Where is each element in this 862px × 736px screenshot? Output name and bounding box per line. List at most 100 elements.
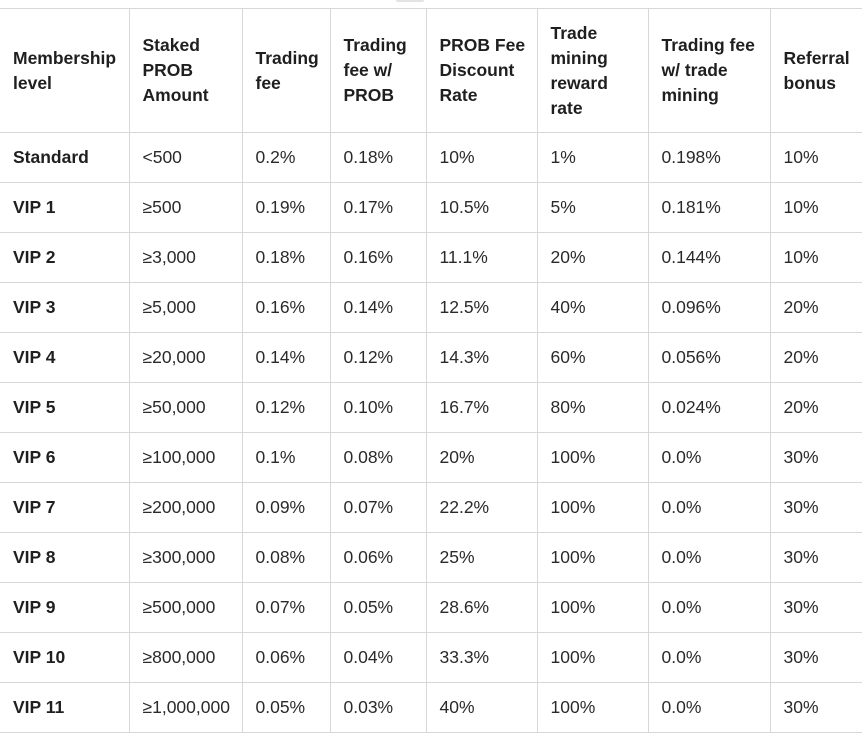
cell-membership-level: VIP 10 — [0, 632, 130, 683]
cell-trading-fee: 0.05% — [241, 682, 331, 733]
table-row: VIP 9 ≥500,000 0.07% 0.05% 28.6% 100% 0.0% 30% — [0, 582, 862, 633]
cell-trading-fee-with-trade-mining: 0.0% — [647, 582, 771, 633]
cell-referral-bonus: 10% — [769, 132, 862, 183]
cell-trading-fee-with-prob: 0.10% — [329, 382, 427, 433]
cell-prob-fee-discount-rate: 33.3% — [425, 632, 538, 683]
cell-membership-level: VIP 8 — [0, 532, 130, 583]
cell-prob-fee-discount-rate: 11.1% — [425, 232, 538, 283]
header-trade-mining-reward-rate: Trade mining reward rate — [536, 8, 649, 133]
cell-trading-fee-with-trade-mining: 0.0% — [647, 632, 771, 683]
top-edge-handle — [396, 0, 424, 2]
cell-trading-fee-with-trade-mining: 0.181% — [647, 182, 771, 233]
cell-trade-mining-reward-rate: 5% — [536, 182, 649, 233]
cell-referral-bonus: 30% — [769, 532, 862, 583]
cell-trading-fee-with-prob: 0.05% — [329, 582, 427, 633]
cell-trading-fee-with-trade-mining: 0.0% — [647, 432, 771, 483]
cell-prob-fee-discount-rate: 20% — [425, 432, 538, 483]
table-row: VIP 6 ≥100,000 0.1% 0.08% 20% 100% 0.0% 30% — [0, 432, 862, 483]
cell-trade-mining-reward-rate: 60% — [536, 332, 649, 383]
cell-referral-bonus: 20% — [769, 332, 862, 383]
cell-trading-fee-with-prob: 0.08% — [329, 432, 427, 483]
cell-staked-prob-amount: ≥300,000 — [128, 532, 243, 583]
cell-trade-mining-reward-rate: 100% — [536, 482, 649, 533]
cell-trading-fee: 0.06% — [241, 632, 331, 683]
cell-staked-prob-amount: ≥20,000 — [128, 332, 243, 383]
cell-trading-fee: 0.2% — [241, 132, 331, 183]
cell-trading-fee-with-prob: 0.06% — [329, 532, 427, 583]
table-row: VIP 4 ≥20,000 0.14% 0.12% 14.3% 60% 0.056% 20% — [0, 332, 862, 383]
table-row: VIP 10 ≥800,000 0.06% 0.04% 33.3% 100% 0.0% 30% — [0, 632, 862, 683]
cell-prob-fee-discount-rate: 12.5% — [425, 282, 538, 333]
cell-trading-fee-with-trade-mining: 0.056% — [647, 332, 771, 383]
cell-trade-mining-reward-rate: 100% — [536, 532, 649, 583]
cell-trading-fee: 0.09% — [241, 482, 331, 533]
cell-trading-fee-with-trade-mining: 0.0% — [647, 682, 771, 733]
cell-prob-fee-discount-rate: 14.3% — [425, 332, 538, 383]
cell-trade-mining-reward-rate: 80% — [536, 382, 649, 433]
cell-staked-prob-amount: ≥200,000 — [128, 482, 243, 533]
cell-trading-fee-with-trade-mining: 0.0% — [647, 482, 771, 533]
cell-trading-fee-with-trade-mining: 0.0% — [647, 532, 771, 583]
cell-trade-mining-reward-rate: 100% — [536, 682, 649, 733]
table-body: Standard <500 0.2% 0.18% 10% 1% 0.198% 10% VIP 1… — [0, 132, 862, 733]
cell-prob-fee-discount-rate: 10% — [425, 132, 538, 183]
cell-referral-bonus: 30% — [769, 582, 862, 633]
header-prob-fee-discount-rate: PROB Fee Discount Rate — [425, 8, 538, 133]
cell-referral-bonus: 10% — [769, 232, 862, 283]
cell-prob-fee-discount-rate: 22.2% — [425, 482, 538, 533]
header-staked-prob-amount: Staked PROB Amount — [128, 8, 243, 133]
table-row: VIP 1 ≥500 0.19% 0.17% 10.5% 5% 0.181% 10% — [0, 182, 862, 233]
cell-prob-fee-discount-rate: 25% — [425, 532, 538, 583]
cell-staked-prob-amount: ≥3,000 — [128, 232, 243, 283]
cell-staked-prob-amount: ≥100,000 — [128, 432, 243, 483]
table-row: VIP 11 ≥1,000,000 0.05% 0.03% 40% 100% 0.0% 30% — [0, 682, 862, 733]
cell-trading-fee-with-prob: 0.14% — [329, 282, 427, 333]
cell-trading-fee: 0.1% — [241, 432, 331, 483]
cell-prob-fee-discount-rate: 28.6% — [425, 582, 538, 633]
cell-staked-prob-amount: ≥500 — [128, 182, 243, 233]
cell-trade-mining-reward-rate: 100% — [536, 632, 649, 683]
cell-membership-level: VIP 1 — [0, 182, 130, 233]
cell-trade-mining-reward-rate: 20% — [536, 232, 649, 283]
cell-trading-fee-with-trade-mining: 0.024% — [647, 382, 771, 433]
cell-referral-bonus: 30% — [769, 432, 862, 483]
cell-membership-level: VIP 2 — [0, 232, 130, 283]
cell-referral-bonus: 10% — [769, 182, 862, 233]
header-referral-bonus: Referral bonus — [769, 8, 862, 133]
cell-membership-level: VIP 7 — [0, 482, 130, 533]
cell-staked-prob-amount: ≥5,000 — [128, 282, 243, 333]
table-row: VIP 2 ≥3,000 0.18% 0.16% 11.1% 20% 0.144% 10% — [0, 232, 862, 283]
cell-trading-fee-with-prob: 0.16% — [329, 232, 427, 283]
cell-referral-bonus: 30% — [769, 482, 862, 533]
cell-prob-fee-discount-rate: 10.5% — [425, 182, 538, 233]
cell-trading-fee: 0.16% — [241, 282, 331, 333]
header-trading-fee-with-trade-mining: Trading fee w/ trade mining — [647, 8, 771, 133]
cell-trading-fee: 0.18% — [241, 232, 331, 283]
cell-staked-prob-amount: ≥1,000,000 — [128, 682, 243, 733]
cell-membership-level: VIP 9 — [0, 582, 130, 633]
cell-trade-mining-reward-rate: 40% — [536, 282, 649, 333]
header-trading-fee: Trading fee — [241, 8, 331, 133]
cell-staked-prob-amount: ≥50,000 — [128, 382, 243, 433]
cell-trading-fee: 0.08% — [241, 532, 331, 583]
cell-trade-mining-reward-rate: 1% — [536, 132, 649, 183]
cell-trading-fee-with-prob: 0.07% — [329, 482, 427, 533]
table-row: Standard <500 0.2% 0.18% 10% 1% 0.198% 10% — [0, 132, 862, 183]
table-row: VIP 3 ≥5,000 0.16% 0.14% 12.5% 40% 0.096% 20% — [0, 282, 862, 333]
cell-trading-fee-with-prob: 0.18% — [329, 132, 427, 183]
cell-referral-bonus: 20% — [769, 382, 862, 433]
cell-referral-bonus: 20% — [769, 282, 862, 333]
table-header-row: Membership level Staked PROB Amount Trad… — [0, 8, 862, 133]
table-row: VIP 8 ≥300,000 0.08% 0.06% 25% 100% 0.0% 30% — [0, 532, 862, 583]
cell-trading-fee-with-trade-mining: 0.144% — [647, 232, 771, 283]
cell-trading-fee: 0.07% — [241, 582, 331, 633]
cell-trading-fee-with-trade-mining: 0.096% — [647, 282, 771, 333]
cell-membership-level: VIP 11 — [0, 682, 130, 733]
cell-referral-bonus: 30% — [769, 632, 862, 683]
cell-trading-fee: 0.14% — [241, 332, 331, 383]
cell-trading-fee: 0.12% — [241, 382, 331, 433]
cell-membership-level: VIP 6 — [0, 432, 130, 483]
cell-trading-fee-with-prob: 0.03% — [329, 682, 427, 733]
cell-trading-fee-with-prob: 0.12% — [329, 332, 427, 383]
cell-membership-level: VIP 4 — [0, 332, 130, 383]
